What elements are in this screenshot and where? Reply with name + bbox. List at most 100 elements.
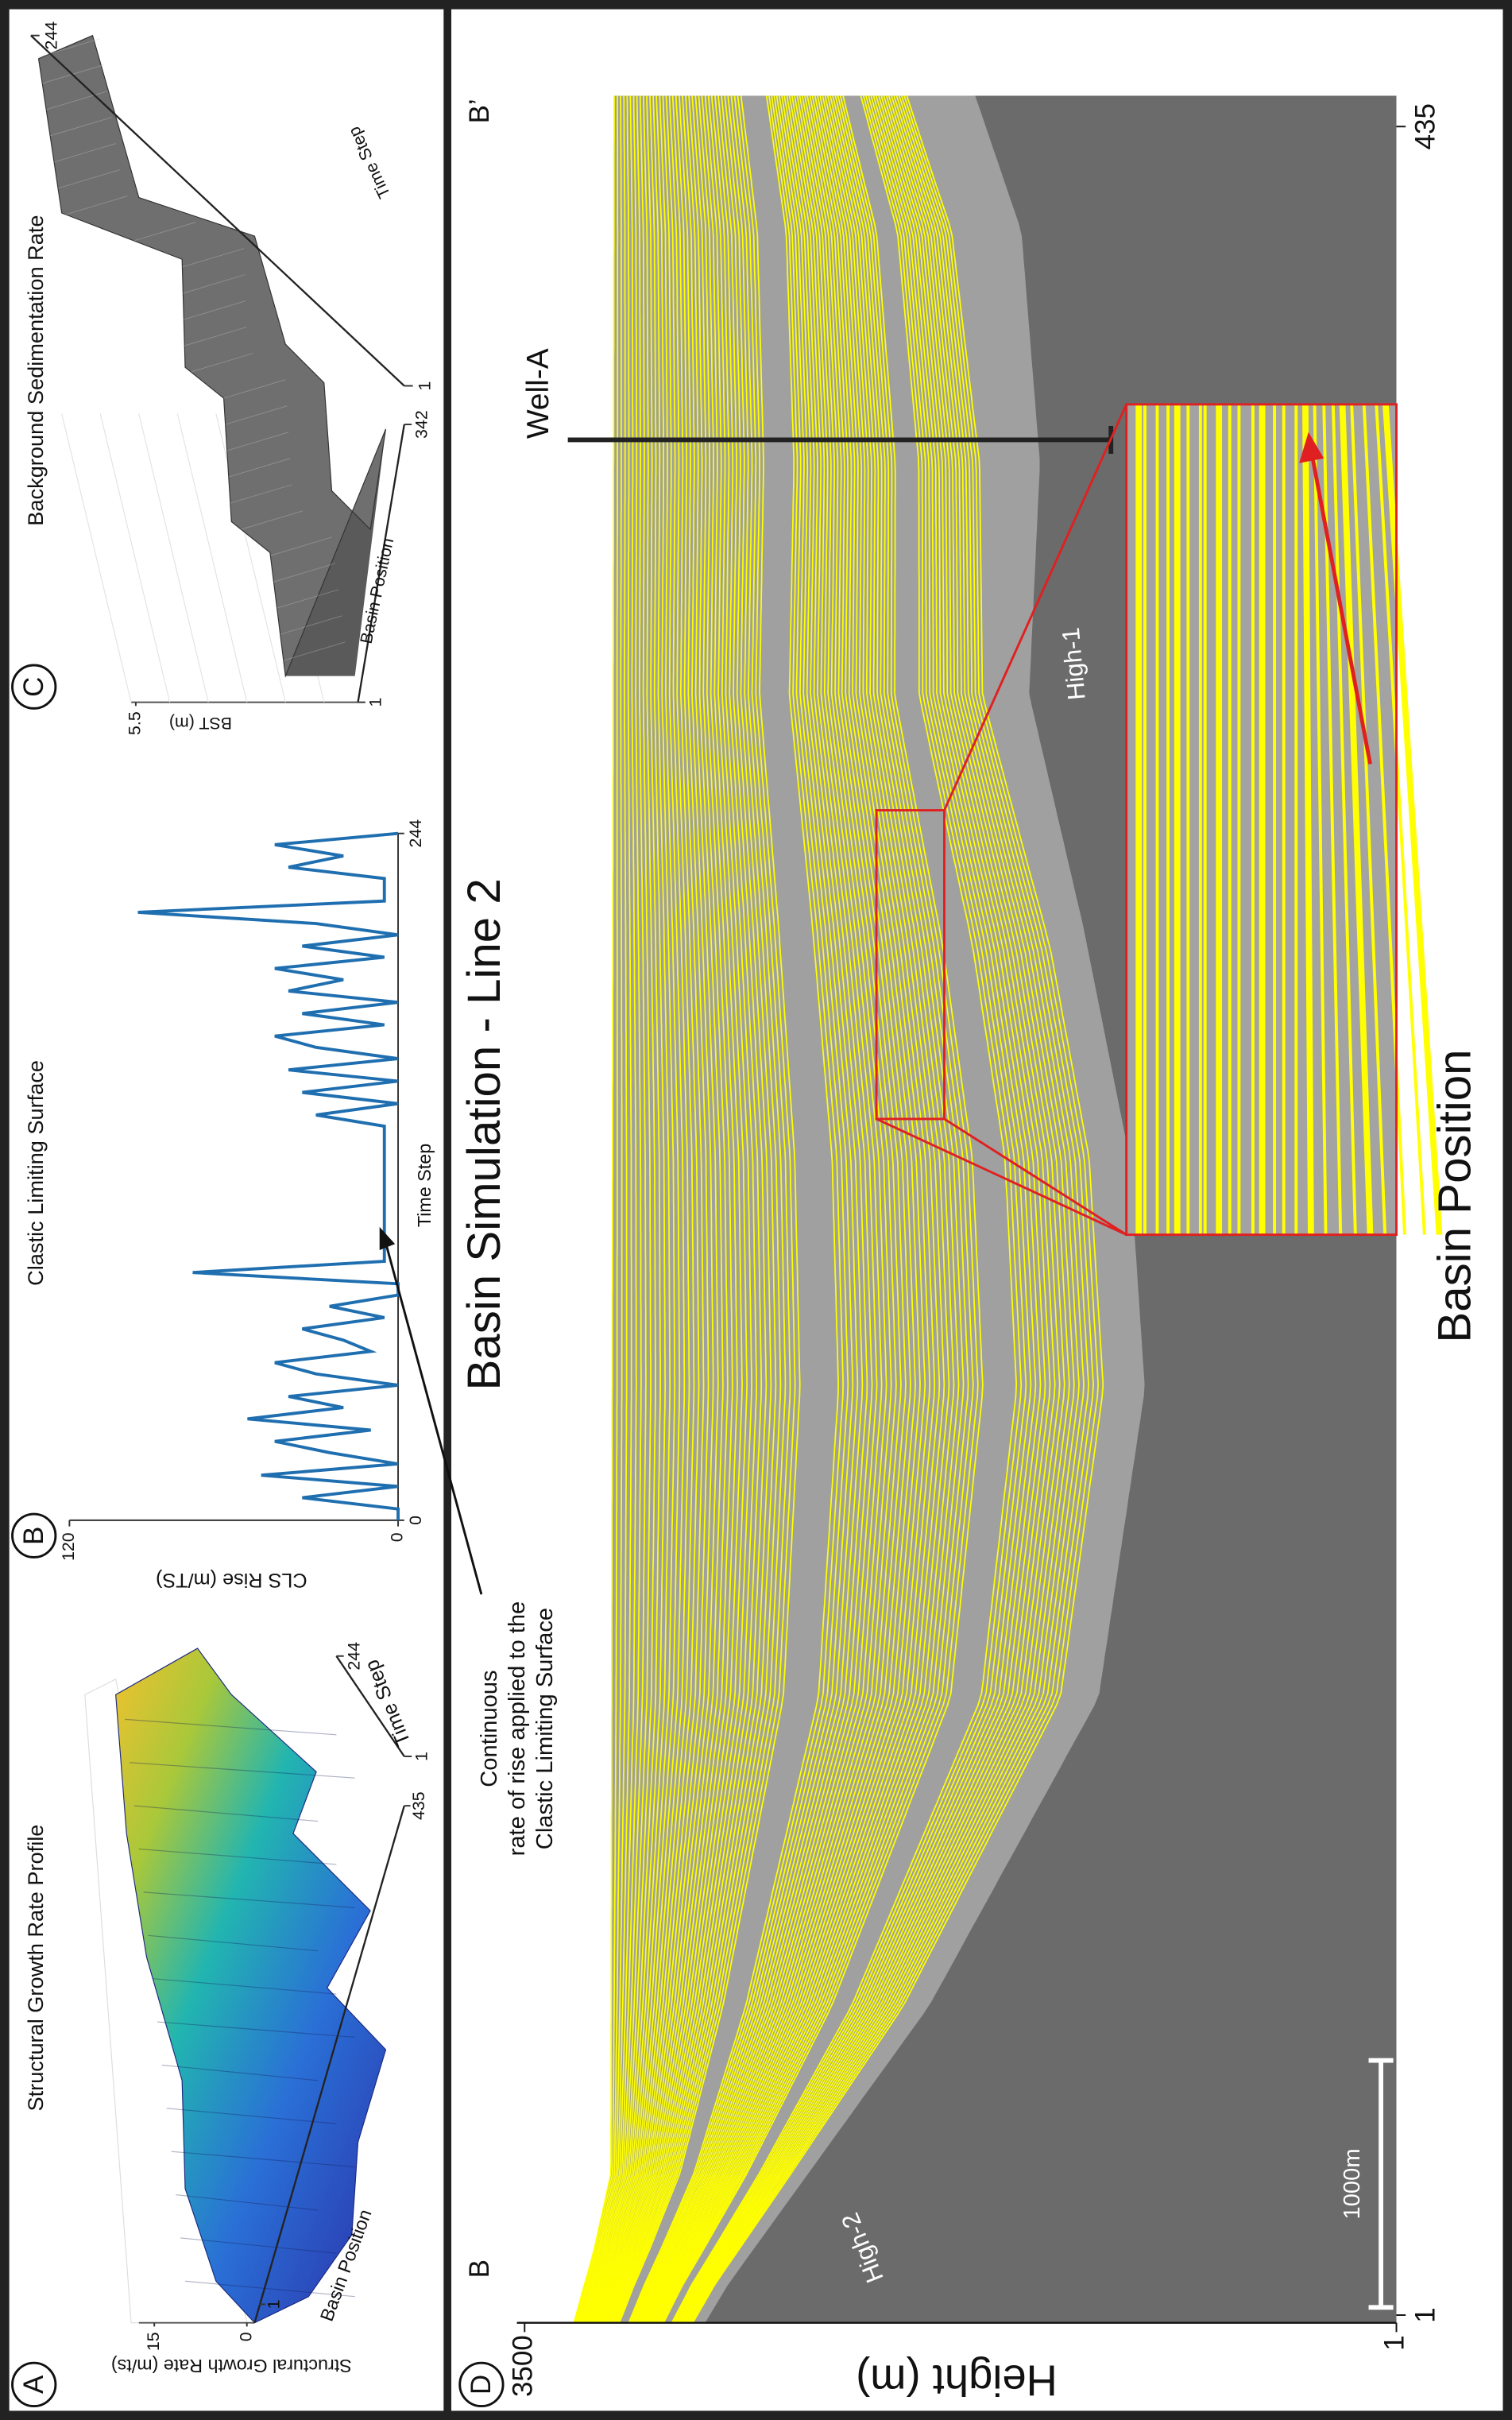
stratum-line — [594, 95, 700, 2323]
surface-mesh — [226, 432, 289, 451]
annotation-arrow — [381, 1231, 483, 1595]
stratum-line — [648, 95, 921, 2323]
stratum-line — [603, 95, 738, 2323]
stratum-line — [592, 95, 690, 2323]
stratum-line — [661, 95, 979, 2323]
stratum-line — [580, 95, 642, 2323]
x-tick-label: 0 — [406, 1516, 425, 1525]
stratum-line — [663, 95, 984, 2323]
section-title: Basin Simulation - Line 2 — [458, 878, 510, 1390]
stratum-line — [640, 95, 887, 2323]
panel-badge — [458, 2361, 505, 2408]
surface-mesh — [49, 117, 112, 137]
stratum-line — [590, 95, 686, 2323]
grid-line — [61, 413, 132, 703]
inset-stratum — [1362, 404, 1406, 1235]
stratum-line — [605, 95, 743, 2323]
stratum-line — [595, 95, 705, 2323]
stratum-line — [681, 95, 1061, 2323]
stratum-line — [586, 95, 667, 2323]
z-axis-label: BST (m) — [169, 714, 232, 733]
tick-label: 342 — [412, 410, 431, 439]
stratum-line — [633, 95, 864, 2323]
stratum-line — [601, 95, 729, 2323]
stratum-line — [650, 95, 931, 2323]
stratum-line — [605, 95, 748, 2323]
surface-mesh — [125, 1718, 337, 1736]
stratum-line — [675, 95, 1032, 2323]
axis-line — [30, 34, 405, 387]
stratum-line — [655, 95, 950, 2323]
arrow-head — [379, 1226, 396, 1251]
surface-mesh — [65, 196, 128, 215]
section-start: B — [464, 2259, 495, 2278]
surface-mesh — [276, 589, 339, 609]
panel-letter: B — [18, 1527, 49, 1545]
inset-stratum — [1382, 404, 1443, 1235]
well-label: Well-A — [521, 348, 555, 439]
panel-badge — [11, 2361, 57, 2408]
tick-label: 1 — [416, 381, 435, 391]
inset-stratum — [1339, 404, 1374, 1235]
tick-label: 435 — [409, 1791, 428, 1820]
stratum-line — [578, 95, 637, 2323]
stratum-line — [687, 95, 1085, 2323]
stratum-line — [575, 95, 623, 2323]
stratum-line — [577, 95, 628, 2323]
stratum-line — [636, 95, 873, 2323]
panel-title: Clastic Limiting Surface — [23, 1060, 48, 1286]
surface-mesh — [230, 484, 292, 504]
surface-mesh — [57, 169, 120, 189]
tick-label: 0 — [236, 2332, 255, 2341]
annotation: rate of rise applied to the — [505, 1601, 530, 1857]
stratum-line — [678, 95, 1046, 2323]
stratum-line — [613, 95, 777, 2323]
stratum-line — [609, 95, 763, 2323]
surface-mesh — [180, 2237, 337, 2254]
stratum-line — [675, 95, 1037, 2323]
stratum-line — [581, 95, 647, 2323]
surface-mesh — [280, 615, 342, 635]
surface-mesh — [148, 1934, 319, 1952]
surface-mesh — [273, 563, 336, 583]
inset-stratum — [1331, 404, 1357, 1235]
panel-letter: D — [466, 2375, 497, 2395]
surface-mesh — [228, 458, 291, 478]
stratum-line — [637, 95, 878, 2323]
y-tick-label: 3500 — [508, 2335, 539, 2397]
stratum-line — [628, 95, 844, 2323]
stratum-line — [653, 95, 945, 2323]
surface-mesh — [157, 2021, 355, 2039]
stratum-line — [613, 95, 782, 2323]
inset-stratum — [1313, 404, 1328, 1235]
stratum-line — [683, 95, 1065, 2323]
stratum-line — [597, 95, 714, 2323]
stratum-line — [692, 95, 1104, 2323]
y-tick-label: 0 — [388, 1532, 407, 1542]
stratum-line — [598, 95, 719, 2323]
inset-arrow — [1309, 451, 1372, 765]
surface-mesh — [153, 1978, 337, 1995]
zoom-connector — [943, 1117, 1127, 1236]
surface-mesh — [130, 1762, 355, 1779]
section-end: B’ — [464, 99, 495, 123]
stratum-line — [596, 95, 710, 2323]
annotation: Clastic Limiting Surface — [532, 1608, 558, 1849]
surface-mesh — [283, 641, 346, 661]
surface-mesh — [138, 1848, 337, 1865]
stratum-line — [615, 95, 787, 2323]
stratum-line — [651, 95, 936, 2323]
surface-mesh — [241, 510, 304, 530]
stratum-line — [642, 95, 897, 2323]
surface-mesh — [161, 2064, 319, 2081]
stratum-line — [611, 95, 772, 2323]
surface-mesh — [133, 1805, 319, 1822]
surface — [115, 1648, 387, 2324]
stratum-line — [602, 95, 733, 2323]
stratum-line — [616, 95, 791, 2323]
arrow-head — [1299, 432, 1324, 463]
axis-line — [253, 1805, 405, 2324]
stratum-line — [655, 95, 955, 2323]
